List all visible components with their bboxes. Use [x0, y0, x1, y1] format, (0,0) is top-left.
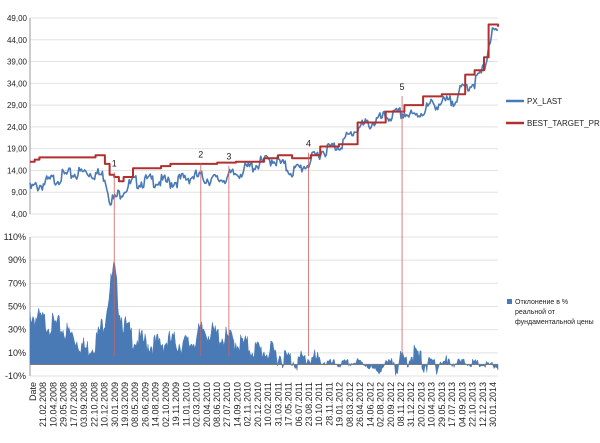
- series-area-deviation: [29, 260, 499, 376]
- top-y-tick-label: 19,00: [7, 145, 28, 154]
- annotation-connector-lines: [113, 96, 403, 356]
- x-tick-label: 08.03.2012: [345, 382, 355, 427]
- bottom-y-tick-label: 50%: [8, 302, 26, 312]
- legend-label-px-last: PX_LAST: [527, 97, 562, 106]
- x-tick-label: 19.03.2009: [120, 382, 130, 427]
- x-tick-label: 02.08.2012: [376, 382, 386, 427]
- top-chart-y-axis: 4,00 9,00 14,00 19,00 24,00 29,00 34,00 39,00 44…: [7, 14, 31, 219]
- x-tick-label: 17.05.2011: [284, 382, 294, 426]
- x-axis-date-labels: Date 21.02.2008 10.04.2008 29.05.2008 17.07.…: [28, 382, 498, 427]
- x-tick-label: 26.06.2009: [140, 382, 150, 427]
- series-line-best-target-price: [30, 23, 499, 183]
- x-tick-label: 29.05.2013: [437, 382, 447, 427]
- x-tick-label: 02.10.2009: [161, 382, 171, 427]
- x-tick-label: 20.12.2010: [253, 382, 263, 427]
- x-tick-label: 29.05.2008: [59, 382, 69, 427]
- legend-deviation-line-3: фундаментальной цены: [515, 318, 594, 326]
- x-tick-label: 19.11.2009: [171, 382, 181, 426]
- top-y-tick-label: 34,00: [7, 79, 28, 88]
- legend-deviation-line-2: реальной от: [515, 308, 556, 316]
- bottom-y-tick-label: 110%: [4, 232, 26, 242]
- x-tick-label: 28.11.2011: [324, 382, 334, 426]
- x-tick-label: 20.09.2012: [386, 382, 396, 427]
- x-tick-label: 02.11.2010: [243, 382, 253, 426]
- x-tick-label: 30.01.2009: [110, 382, 120, 427]
- x-axis-title: Date: [28, 382, 38, 401]
- top-y-tick-label: 14,00: [7, 166, 28, 175]
- x-tick-label: 10.12.2008: [100, 382, 110, 427]
- x-tick-label: 17.07.2008: [69, 382, 79, 427]
- x-tick-label: 14.06.2012: [365, 382, 375, 427]
- x-tick-label: 14.08.2009: [151, 382, 161, 427]
- bottom-y-tick-label: 90%: [8, 255, 26, 265]
- legend-deviation: Отклонение в % реальной от фундаментальн…: [507, 299, 594, 326]
- legend-px-last: PX_LAST: [506, 97, 562, 106]
- bottom-y-tick-label: 30%: [8, 325, 26, 335]
- top-y-tick-label: 39,00: [7, 58, 28, 67]
- bottom-y-tick-label: -10%: [5, 371, 26, 381]
- x-tick-label: 08.06.2010: [212, 382, 222, 427]
- x-tick-label: 06.07.2011: [294, 382, 304, 426]
- x-tick-label: 03.09.2008: [79, 382, 89, 427]
- x-tick-label: 22.10.2008: [89, 382, 99, 427]
- x-tick-label: 19.01.2012: [335, 382, 345, 427]
- legend-label-best-target-price: BEST_TARGET_PRICE: [527, 119, 600, 128]
- x-tick-label: 31.12.2012: [406, 382, 416, 427]
- x-tick-label: 11.01.2010: [181, 382, 191, 426]
- x-tick-label: 04.09.2013: [457, 382, 467, 427]
- legend-best-target-price: BEST_TARGET_PRICE: [506, 119, 600, 128]
- top-y-tick-label: 24,00: [7, 123, 28, 132]
- x-tick-label: 21.02.2008: [38, 382, 48, 427]
- top-y-tick-label: 44,00: [7, 36, 28, 45]
- x-tick-label: 10.04.2013: [427, 382, 437, 427]
- x-tick-label: 23.08.2011: [304, 382, 314, 426]
- bottom-chart-y-axis: 110% 90% 70% 50% 30% 10% -10%: [4, 232, 31, 381]
- annotation-label: 2: [198, 150, 203, 160]
- legend-deviation-line-1: Отклонение в %: [515, 299, 568, 306]
- x-tick-label: 10.02.2011: [263, 382, 273, 426]
- top-y-tick-label: 4,00: [11, 210, 27, 219]
- bottom-y-tick-label: 70%: [8, 278, 26, 288]
- x-tick-label: 27.07.2010: [222, 382, 232, 427]
- x-tick-label: 02.03.2010: [192, 382, 202, 427]
- x-tick-label: 30.01.2014: [488, 382, 498, 427]
- x-tick-label: 08.05.2009: [130, 382, 140, 427]
- x-tick-label: 10.10.2011: [314, 382, 324, 426]
- annotation-label: 3: [226, 152, 231, 162]
- x-tick-label: 31.03.2011: [273, 382, 283, 426]
- x-tick-label: 20.04.2010: [202, 382, 212, 427]
- x-tick-label: 08.11.2012: [396, 382, 406, 426]
- x-tick-label: 22.10.2013: [468, 382, 478, 427]
- top-chart-plot: 1 2 3 4 5: [29, 23, 499, 206]
- top-y-tick-label: 9,00: [11, 188, 27, 197]
- top-y-tick-label: 29,00: [7, 101, 28, 110]
- annotation-label: 4: [306, 139, 311, 149]
- bottom-chart-plot: [29, 260, 499, 376]
- series-line-px-last: [29, 27, 499, 206]
- x-tick-label: 10.04.2008: [48, 382, 58, 427]
- x-tick-label: 12.12.2013: [478, 382, 488, 427]
- annotation-label: 5: [400, 82, 405, 92]
- x-tick-label: 20.02.2013: [416, 382, 426, 427]
- legend-swatch-deviation: [507, 299, 512, 304]
- annotation-label: 1: [112, 158, 117, 168]
- x-tick-label: 26.04.2012: [355, 382, 365, 427]
- bottom-y-tick-label: 10%: [8, 348, 26, 358]
- top-y-tick-label: 49,00: [7, 14, 28, 23]
- legend-label-deviation: Отклонение в % реальной от фундаментальн…: [515, 299, 594, 326]
- x-tick-label: 14.09.2010: [232, 382, 242, 427]
- top-chart-gridlines: [30, 17, 498, 215]
- x-tick-label: 17.07.2013: [447, 382, 457, 427]
